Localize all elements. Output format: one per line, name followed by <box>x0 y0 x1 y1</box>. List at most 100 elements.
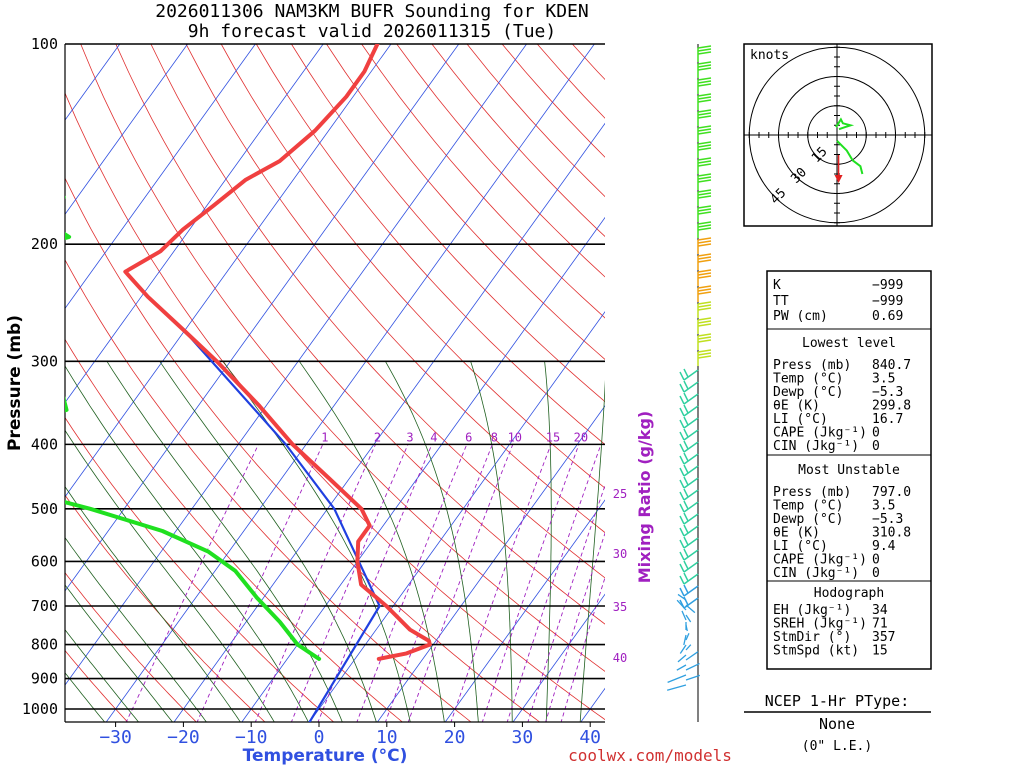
wind-barb <box>679 416 699 429</box>
wind-barb-flag <box>683 524 689 534</box>
moist-adiabat <box>385 361 479 722</box>
wind-barb-flag <box>697 272 712 276</box>
most-unstable-row-label: CAPE (Jkg⁻¹) <box>773 553 867 568</box>
wind-barb-flag <box>697 144 712 148</box>
wind-barb <box>685 633 690 641</box>
wind-barb-staff <box>683 441 699 453</box>
most-unstable-row-value: 797.0 <box>872 485 911 500</box>
wind-barb-staff <box>683 597 699 609</box>
mixing-ratio-line <box>290 444 409 722</box>
wind-barb-flag <box>697 227 712 231</box>
hodograph-trace-upper <box>835 117 855 131</box>
mixing-ratio-label: 4 <box>430 430 437 444</box>
moist-adiabat <box>65 629 140 722</box>
moist-adiabat <box>65 584 173 722</box>
lowest-level-header: Lowest level <box>802 336 896 351</box>
most-unstable-row-label: θE (K) <box>773 526 820 541</box>
wind-barb-flag <box>697 317 712 321</box>
most-unstable-row-value: 310.8 <box>872 526 911 541</box>
wind-barb <box>666 684 687 691</box>
wind-barb-staff <box>683 537 699 549</box>
wind-barb-staff <box>683 369 699 381</box>
wind-barb <box>679 548 699 561</box>
tt-value: −999 <box>872 294 903 309</box>
wind-barb <box>697 93 712 110</box>
moist-adiabat <box>222 361 411 722</box>
temperature-tick-label: −20 <box>167 727 200 748</box>
k-value: −999 <box>872 278 903 293</box>
stats-frame <box>766 270 932 670</box>
mixing-ratio-line <box>125 444 259 722</box>
isotherm-line <box>512 593 605 722</box>
credit-url[interactable]: coolwx.com/models <box>568 746 732 765</box>
wind-barb <box>681 610 687 621</box>
mixing-ratio-line <box>506 444 602 722</box>
wind-barb-staff <box>683 489 699 501</box>
wind-barb-flag <box>697 323 712 327</box>
wind-barb-flag <box>697 285 712 289</box>
mixing-ratio-axis-title: Mixing Ratio (g/kg) <box>635 411 654 583</box>
most-unstable-row-label: CIN (Jkg⁻¹) <box>773 566 859 581</box>
dry-adiabat <box>65 259 472 722</box>
ptype-title: NCEP 1-Hr PType: <box>765 692 910 710</box>
mixing-ratio-label: 15 <box>546 430 560 444</box>
wind-barb <box>679 512 699 525</box>
wind-barb <box>697 349 712 366</box>
moist-adiabat <box>65 536 207 722</box>
wind-barb-flag <box>679 455 685 465</box>
wind-barb-flag <box>679 503 685 513</box>
moist-adiabat <box>65 365 309 722</box>
wind-barb-flag <box>679 575 685 585</box>
wind-barb-flag <box>697 160 712 164</box>
wind-barb-flag <box>697 48 712 52</box>
title-line-2: 9h forecast valid 2026011315 (Tue) <box>188 21 556 42</box>
wind-barb <box>697 237 712 254</box>
moist-adiabat <box>106 361 343 722</box>
wind-barb-flag <box>697 51 712 55</box>
wind-barb-flag <box>697 163 712 167</box>
mixing-ratio-line <box>527 484 605 722</box>
wind-barb-staff <box>683 513 699 525</box>
most-unstable-row-label: Temp (°C) <box>773 499 843 514</box>
wind-barb-flag <box>697 221 712 225</box>
wind-barb <box>679 404 699 417</box>
pressure-tick-label: 300 <box>31 352 58 370</box>
wind-barb-flag <box>679 443 685 453</box>
pressure-tick-label: 700 <box>31 597 58 615</box>
ptype-panel: NCEP 1-Hr PType: None (0" L.E.) <box>744 692 931 754</box>
moist-adiabat <box>298 361 445 722</box>
dry-adiabat <box>326 44 605 360</box>
wind-barb <box>677 654 687 663</box>
wind-barb-flag <box>683 500 689 510</box>
wind-barb-flag <box>697 301 712 305</box>
wind-barb <box>697 333 712 350</box>
wind-barb-flag <box>679 587 685 597</box>
lowest-level-row-value: 0 <box>872 426 880 441</box>
wind-barb-flag <box>697 256 712 260</box>
lowest-level-row-value: 840.7 <box>872 358 911 373</box>
x-axis-title: Temperature (°C) <box>243 746 408 766</box>
wind-barb-flag <box>697 131 712 135</box>
wind-barb-flag <box>697 211 712 215</box>
dry-adiabat <box>185 44 605 534</box>
most-unstable-row-value: 0 <box>872 566 880 581</box>
lowest-level-rows: Press (mb) 840.7 Temp (°C) 3.5 Dewp (°C) −5.3… <box>773 358 911 454</box>
wind-barb <box>679 584 699 597</box>
most-unstable-header: Most Unstable <box>798 463 900 478</box>
temperature-tick-label: 0 <box>314 727 325 748</box>
wind-barb-flag <box>697 64 712 68</box>
wind-barb-flag <box>697 243 712 247</box>
wind-barb-flag <box>697 269 712 273</box>
wind-barb <box>697 45 712 62</box>
wind-barb-flag <box>683 512 689 522</box>
dry-adiabat <box>255 44 605 446</box>
wind-barb-flag <box>683 536 689 546</box>
ptype-value: None <box>819 715 855 733</box>
moist-adiabat <box>65 672 106 722</box>
dry-adiabat <box>65 338 403 722</box>
isotherm-line <box>65 44 324 404</box>
pressure-tick-label: 900 <box>31 670 58 688</box>
wind-barb-flag <box>697 237 712 241</box>
mixing-ratio-label: 8 <box>491 430 498 444</box>
